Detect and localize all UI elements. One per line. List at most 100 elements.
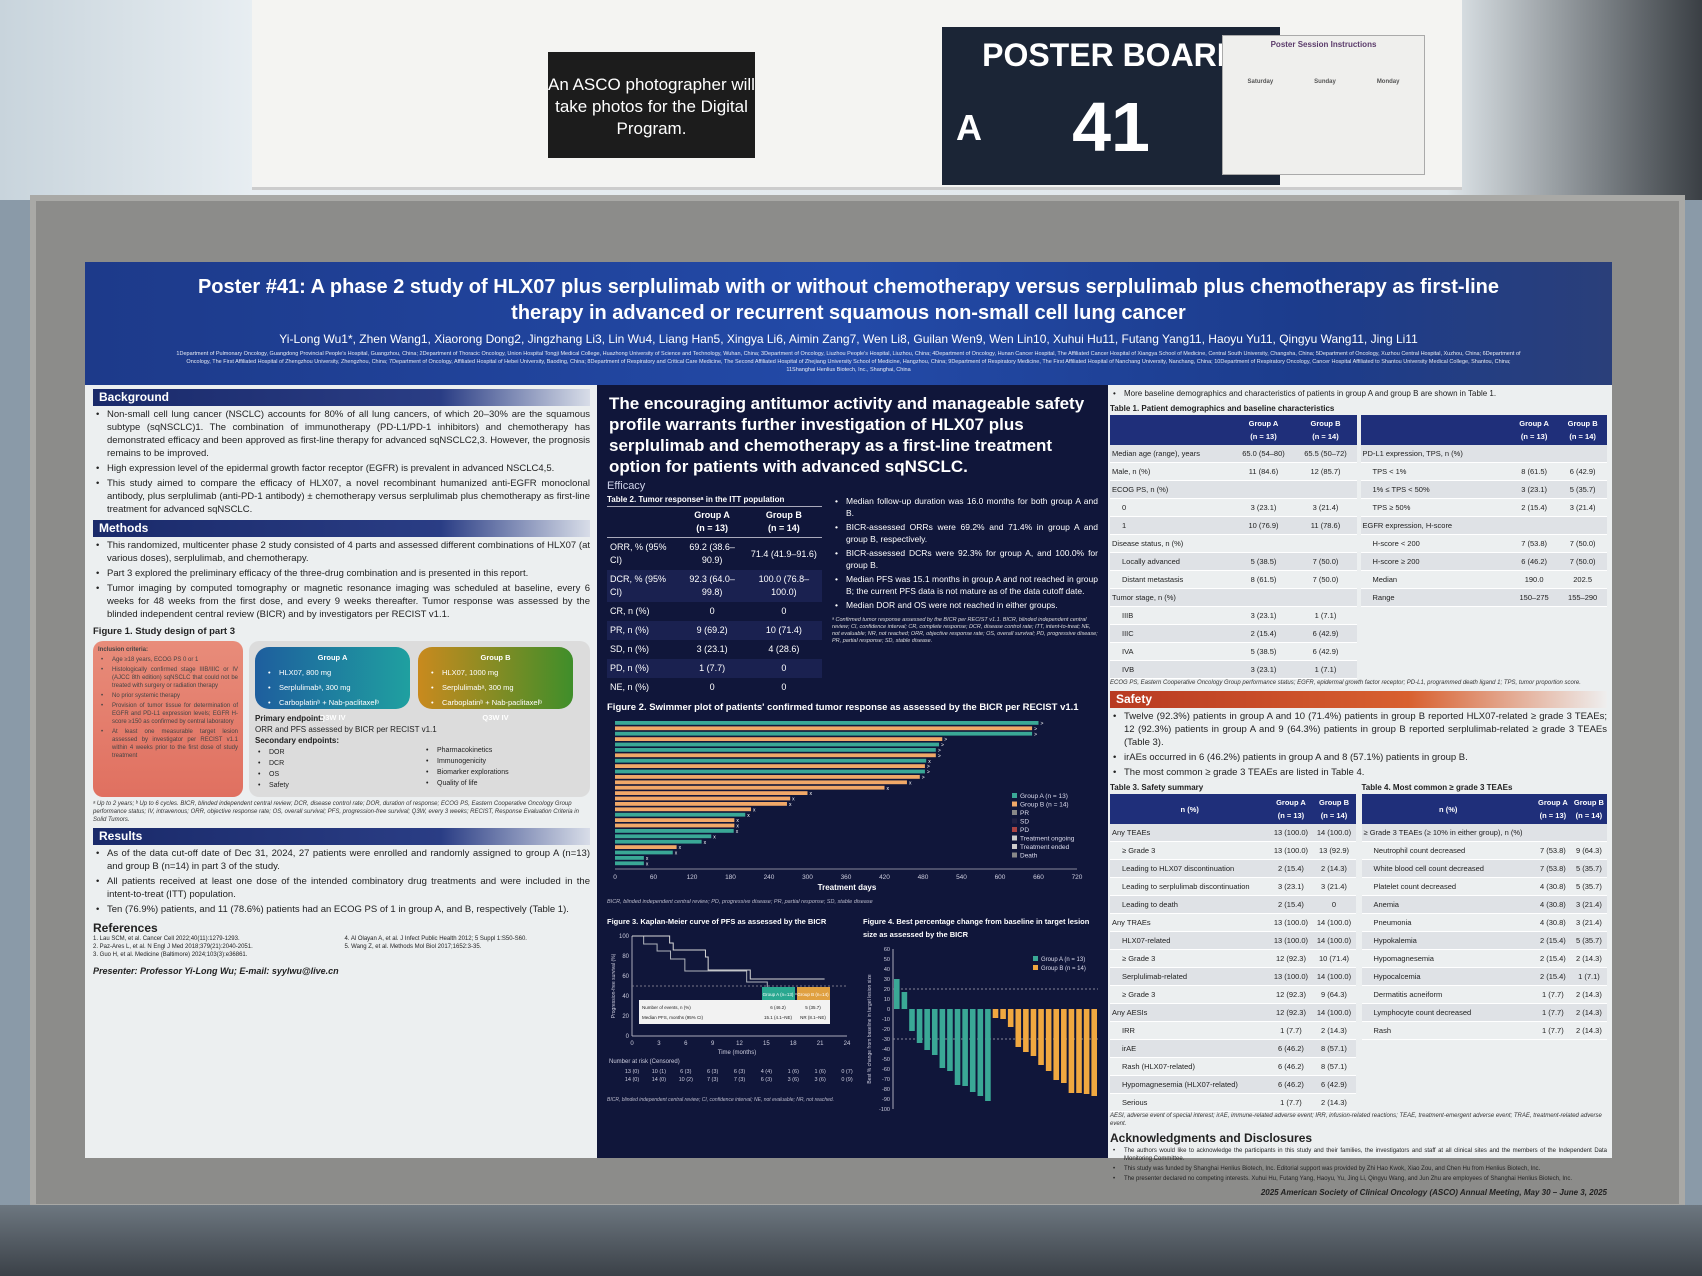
table-cell: 8 (57.1) [1312,1057,1356,1076]
y-tick-label: -70 [882,1077,890,1083]
table-cell: NE, n (%) [610,682,650,692]
table-cell: 5 (38.5) [1232,642,1295,661]
y-tick-label: 30 [884,977,890,983]
legend-swatch [1012,810,1017,815]
waterfall-bar [1045,1009,1052,1071]
table-cell [1232,480,1295,499]
table-cell: 2 (15.4) [1509,498,1559,517]
at-risk-count: 6 (3) [707,1069,718,1075]
table-cell: 9 (69.2) [678,621,746,640]
list-item: Part 3 explored the preliminary efficacy… [93,567,590,580]
table-cell: 3 (23.1) [1232,498,1295,517]
waterfall-bar [1015,1009,1022,1047]
group-b-title: Group B [480,653,511,662]
column-header: Group B (n = 14) [1294,415,1357,445]
table-cell: Median age (range), years [1110,445,1233,463]
table-row: Rash (HLX07-related) 6 (46.2) 8 (57.1) [1110,1057,1356,1076]
status-marker-ended: x [736,824,739,830]
table-cell [1570,824,1607,842]
status-marker-ongoing: > [1041,721,1044,727]
table-cell: Tumor stage, n (%) [1110,588,1233,607]
instructions-title: Poster Session Instructions [1270,40,1377,49]
list-item: This study was funded by Shanghai Henliu… [1110,1165,1607,1173]
table-row: Range 150–275 155–290 [1360,588,1607,607]
primary-endpoint: ORR and PFS assessed by BICR per RECIST … [255,725,437,734]
table-cell: 4 (30.8) [1534,877,1571,896]
y-tick-label: 40 [884,967,890,973]
at-risk-count: 4 (4) [761,1069,772,1075]
legend-entry: PD [1020,827,1029,834]
table-row: Leading to serplulimab discontinuation 3 … [1110,877,1356,896]
table-cell: 3 (23.1) [1269,877,1313,896]
table-cell: 13 (100.0) [1269,931,1313,950]
table-cell: 8 (57.1) [1312,1039,1356,1058]
waterfall-bar [992,1009,999,1018]
secondary-endpoints-title: Secondary endpoints: [255,736,340,745]
table-cell: 1 (7.7) [1269,1093,1313,1112]
swimmer-bar [615,780,907,785]
table-cell [1509,516,1559,535]
y-tick-label: -40 [882,1047,890,1053]
table-row: Male, n (%) 11 (84.6) 12 (85.7) [1110,462,1357,481]
table-cell: Neutrophil count decreased [1361,841,1535,860]
poster: Poster #41: A phase 2 study of HLX07 plu… [85,262,1612,1197]
background-list: Non-small cell lung cancer (NSCLC) accou… [93,408,590,516]
table-cell: Lymphocyte count decreased [1361,1003,1535,1022]
waterfall-bar [954,1009,961,1085]
status-marker-ended: x [753,807,756,813]
table-cell: White blood cell count decreased [1361,859,1535,878]
legend-entry: Group A (n = 13) [1041,957,1085,963]
legend-entry: Group A (n = 13) [1020,793,1068,800]
table-cell: 92.3 (64.0–99.8) [678,570,746,602]
day-saturday: Saturday [1247,79,1274,85]
table-cell: Hypomagnesemia (HLX07-related) [1110,1075,1270,1094]
swimmer-bar [615,769,925,774]
table-row: ORR, % (95% CI) 69.2 (38.6–90.9) 71.4 (41.… [607,538,822,571]
table-cell: 0 [745,659,822,678]
table-cell: Any TRAEs [1110,913,1270,932]
at-risk-count: 6 (3) [680,1069,691,1075]
status-marker-ended: x [887,786,890,792]
table-cell: 6 (46.2) [1509,552,1559,571]
table-cell: H-score < 200 [1360,534,1510,553]
table-row: White blood cell count decreased 7 (53.8)… [1361,859,1607,878]
table-cell: 7 (50.0) [1294,570,1357,589]
table-cell: 155–290 [1558,588,1607,607]
table-cell: 150–275 [1509,588,1559,607]
table-row: TPS ≥ 50% 2 (15.4) 3 (21.4) [1360,498,1607,517]
table-cell: ECOG PS, n (%) [1110,480,1233,499]
at-risk-count: 14 (0) [625,1077,640,1083]
km-plot: 0 3 6 9 12 15 18 21 24 0 20 40 60 80 100 Time (months) P… [607,934,853,1103]
table-cell: 3 (21.4) [1558,498,1607,517]
table-cell: 1 (7.7) [1269,1021,1313,1040]
table-cell: Rash (HLX07-related) [1110,1057,1270,1076]
column-header: Group B (n = 14) [1558,415,1607,445]
x-tick-label: 0 [630,1041,634,1047]
x-tick-label: 720 [1072,874,1083,881]
table-cell: 2 (14.3) [1570,949,1607,968]
table-cell: Hypocalcemia [1361,967,1535,986]
table-cell [1294,534,1357,553]
list-item: This study aimed to compare the efficacy… [93,477,590,516]
table-row: 1% ≤ TPS < 50% 3 (23.1) 5 (35.7) [1360,480,1607,499]
x-tick-label: 21 [817,1041,824,1047]
table-row: Serplulimab-related 13 (100.0) 14 (100.0) [1110,967,1356,986]
table-row: Any TEAEs 13 (100.0) 14 (100.0) [1110,824,1356,842]
at-risk-count: 13 (0) [625,1069,640,1075]
table-cell: 4 (30.8) [1534,913,1571,932]
table-cell: 6 (42.9) [1558,462,1607,481]
acknowledgments-heading: Acknowledgments and Disclosures [1110,1131,1313,1145]
right-intro: More baseline demographics and character… [1110,387,1607,400]
table-cell: ≥ Grade 3 [1110,985,1270,1004]
legend-entry: Treatment ended [1020,844,1070,851]
background-heading: Background [93,389,590,406]
swimmer-bar [615,839,702,844]
meeting-info: 2025 American Society of Clinical Oncolo… [1260,1188,1607,1197]
x-tick-label: 180 [725,874,736,881]
column-header [607,506,679,538]
status-marker-ongoing: > [941,743,944,749]
table-cell: 6 (46.2) [1269,1057,1313,1076]
table-cell: 1% ≤ TPS < 50% [1360,480,1510,499]
list-item: This randomized, multicenter phase 2 stu… [93,539,590,565]
list-item: Histologically confirmed stage IIIB/IIIC… [98,666,238,690]
